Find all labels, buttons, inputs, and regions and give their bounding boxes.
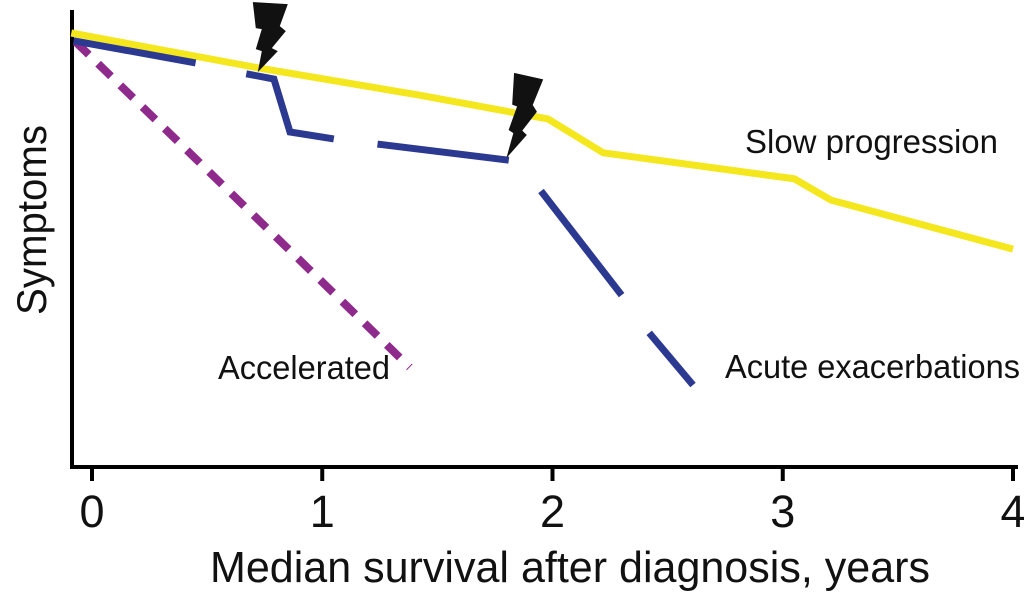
acute-exacerbations-line-segment-3 (377, 140, 510, 164)
y-axis-title: Symptoms (8, 125, 55, 315)
x-tick-label-1: 1 (310, 486, 335, 537)
acute-exacerbations-line-segment-4 (538, 188, 625, 298)
series-label-slow-progression: Slow progression (745, 123, 998, 160)
series-group (70, 29, 1014, 388)
x-tick-label-3: 3 (770, 486, 795, 537)
annotations-group (252, 2, 544, 158)
acute-exacerbations-line-segment-2 (245, 70, 335, 143)
acute-exacerbations-line-segment-5 (646, 330, 696, 388)
lightning-bolt-icon-1 (252, 2, 288, 73)
x-tick-label-2: 2 (540, 486, 565, 537)
series-label-accelerated: Accelerated (218, 349, 390, 386)
lightning-bolt-icon-2 (506, 72, 544, 158)
axes-group: 0 1 2 3 4 (70, 10, 1024, 537)
acute-exacerbations-line-segment-1 (72, 37, 197, 67)
slow-progression-line-segment-1 (70, 29, 1014, 253)
series-label-acute-exacerbations: Acute exacerbations (725, 348, 1020, 385)
x-tick-label-4: 4 (1000, 486, 1024, 537)
x-tick-label-0: 0 (79, 486, 104, 537)
accelerated-line-segment-1 (73, 39, 413, 371)
x-axis-title: Median survival after diagnosis, years (210, 543, 930, 592)
